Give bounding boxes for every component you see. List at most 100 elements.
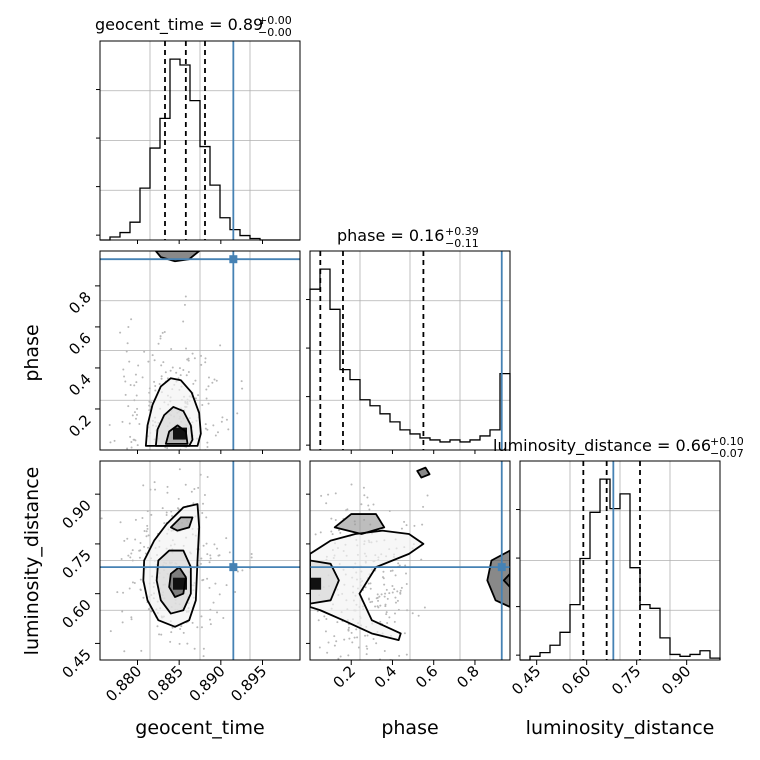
x-tick-label-geocent_time: 0.890 (186, 662, 229, 705)
sample-dot (139, 588, 142, 591)
histogram-luminosity_distance (520, 478, 721, 661)
sample-dot (148, 387, 151, 390)
sample-dot (180, 625, 183, 628)
x-tick-label-luminosity_distance: 0.90 (658, 662, 694, 698)
sample-dot (362, 486, 365, 489)
sample-dot (173, 459, 175, 461)
density-fill (310, 530, 424, 641)
sample-dot (138, 549, 141, 552)
sample-dot (386, 597, 389, 600)
sample-dot (183, 466, 185, 468)
panel-frame-phase (309, 250, 511, 451)
sample-dot (398, 654, 401, 657)
sample-dot (216, 431, 219, 434)
sample-dot (166, 377, 169, 380)
sample-dot (199, 562, 202, 565)
sample-dot (365, 653, 368, 656)
sample-dot (202, 502, 205, 505)
sample-dot (336, 621, 339, 624)
sample-dot (109, 441, 112, 444)
y-tick-label-phase: 0.6 (65, 329, 95, 359)
sample-dot (337, 657, 340, 660)
sample-dot (163, 522, 166, 525)
sample-dot (377, 599, 380, 602)
sample-dot (218, 593, 221, 596)
sample-dot (382, 570, 385, 573)
sample-dot (204, 423, 207, 426)
sample-dot (197, 394, 200, 397)
sample-dot (182, 631, 185, 634)
x-tick-label-luminosity_distance: 0.45 (508, 662, 544, 698)
sample-dot (144, 552, 147, 555)
sample-dot (391, 569, 394, 572)
sample-dot (194, 379, 197, 382)
sample-dot (383, 650, 386, 653)
sample-dot (192, 382, 195, 385)
sample-dot (136, 407, 139, 410)
sample-dot (339, 655, 342, 658)
sample-dot (147, 534, 150, 537)
frame-layer (95, 40, 721, 665)
sample-dot (176, 507, 179, 510)
sample-dot (350, 483, 353, 486)
sample-dot (215, 379, 218, 382)
sample-dot (347, 626, 350, 629)
sample-dot (339, 531, 342, 534)
sample-dot (169, 369, 172, 372)
sample-dot (236, 570, 239, 573)
sample-dot (236, 412, 239, 415)
sample-dot (160, 364, 163, 367)
sample-dot (154, 389, 157, 392)
sample-dot (130, 618, 133, 621)
sample-dot (208, 561, 211, 564)
sample-dot (156, 470, 158, 472)
sample-dot (369, 587, 372, 590)
sample-dot (385, 613, 388, 616)
sample-dot (393, 620, 396, 623)
sample-dot (200, 557, 203, 560)
sample-dot (331, 533, 334, 536)
sample-dot (135, 413, 138, 416)
sample-dot (135, 394, 138, 397)
sample-dot (171, 626, 174, 629)
sample-dot (191, 352, 194, 355)
sample-dot (200, 363, 203, 366)
sample-dot (380, 593, 383, 596)
sample-dot (204, 357, 207, 360)
sample-dot (158, 382, 161, 385)
content-layer (100, 41, 721, 661)
sample-dot (167, 457, 169, 459)
sample-dot (206, 446, 209, 449)
y-tick-label-luminosity_distance: 0.45 (58, 646, 94, 682)
sample-dot (320, 494, 323, 497)
title-geocent-time-plus: +0.00 (258, 14, 292, 27)
sample-dot (163, 331, 166, 334)
sample-dot (364, 586, 367, 589)
sample-dot (393, 588, 396, 591)
sample-dot (154, 488, 157, 491)
sample-dot (193, 357, 196, 360)
x-tick-label-geocent_time: 0.885 (144, 662, 187, 705)
sample-dot (129, 384, 132, 387)
sample-dot (202, 655, 205, 658)
sample-dot (187, 482, 189, 484)
sample-dot (386, 622, 389, 625)
sample-dot (184, 295, 187, 298)
sample-dot (228, 551, 231, 554)
sample-dot (378, 595, 381, 598)
sample-dot (170, 510, 173, 513)
sample-dot (216, 547, 219, 550)
sample-dot (368, 508, 371, 511)
sample-dot (207, 385, 210, 388)
title-luminosity-distance-minus: −0.07 (710, 447, 744, 460)
sample-dot (154, 384, 157, 387)
sample-dot (371, 600, 374, 603)
density-panel-phase-luminosity_distance (310, 461, 510, 660)
sample-dot (158, 465, 160, 467)
sample-dot (202, 544, 205, 547)
sample-dot (123, 375, 126, 378)
sample-dot (404, 564, 407, 567)
sample-dot (143, 545, 146, 548)
sample-dot (135, 381, 138, 384)
